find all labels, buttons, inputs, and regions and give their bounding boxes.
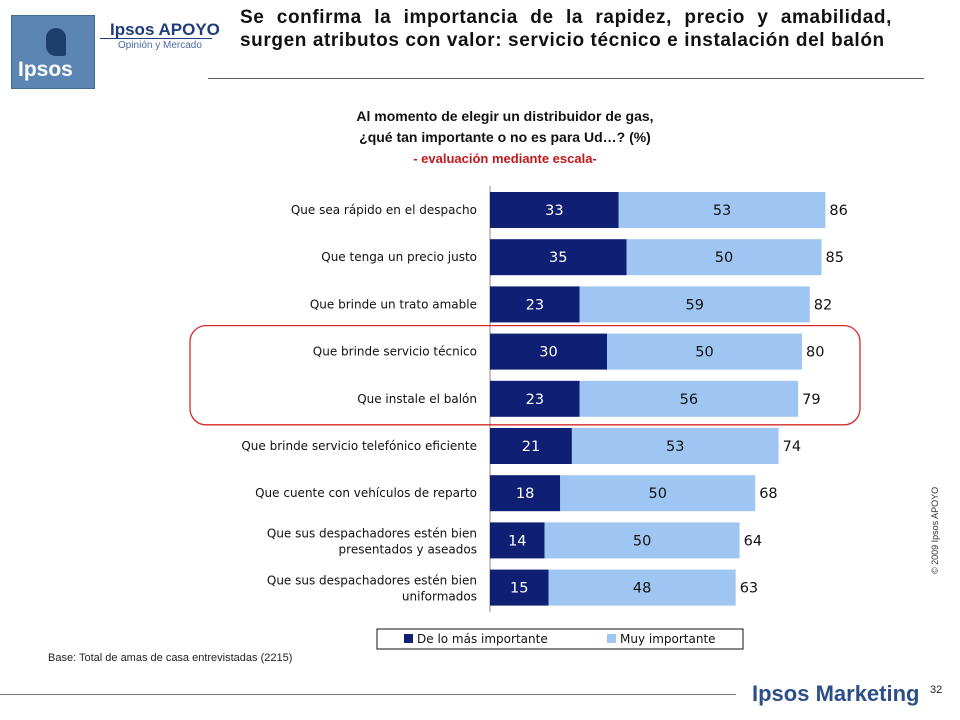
category-label-line: Que tenga un precio justo (321, 250, 477, 264)
page-number: 32 (930, 684, 943, 696)
bar-muy-importante (560, 475, 756, 512)
value-label-muy-importante: 59 (686, 297, 704, 313)
category-label-line: Que brinde servicio telefónico eficiente (241, 439, 477, 453)
bar-de-lo-mas-importante (490, 522, 545, 559)
category-label: Que sea rápido en el despacho (291, 203, 477, 217)
ipsos-logo: Ipsos (11, 15, 95, 89)
bar-muy-importante (618, 192, 826, 228)
bar-de-lo-mas-importante (490, 380, 580, 417)
base-note: Base: Total de amas de casa entrevistada… (48, 652, 293, 664)
category-label-line: presentados y aseados (339, 542, 477, 556)
category-label-line: uniformados (402, 590, 477, 604)
bar-de-lo-mas-importante (490, 569, 549, 606)
legend-swatch-muy-importante (607, 634, 616, 643)
category-label-line: Que cuente con vehículos de reparto (255, 486, 477, 500)
value-label-muy-importante: 53 (666, 439, 684, 455)
category-label-line: Que sus despachadores estén bien (267, 574, 477, 588)
bar-de-lo-mas-importante (490, 428, 572, 464)
bar-muy-importante (579, 286, 810, 323)
bar-muy-importante (548, 569, 736, 606)
bar-de-lo-mas-importante (490, 333, 607, 370)
category-label-line: Que sus despachadores estén bien (267, 526, 477, 540)
question-line-2: ¿qué tan importante o no es para Ud…? (%… (359, 129, 651, 145)
bar-muy-importante (544, 522, 740, 559)
value-label-muy-importante: 50 (633, 533, 651, 549)
ipsos-logo-word: Ipsos (18, 58, 73, 81)
value-label-de-lo-mas-importante: 23 (526, 392, 544, 408)
bar-muy-importante (571, 428, 779, 464)
total-label: 79 (802, 392, 820, 408)
total-label: 68 (759, 486, 777, 502)
value-label-de-lo-mas-importante: 30 (539, 345, 557, 361)
title-rule (208, 78, 924, 79)
ipsos-marketing-logo: Ipsos Marketing (752, 681, 920, 706)
bar-de-lo-mas-importante (490, 192, 619, 228)
copyright-note: © 2009 Ipsos APOYO (930, 486, 940, 574)
legend-label-muy-importante: Muy importante (620, 632, 716, 646)
survey-question: Al momento de elegir un distribuidor de … (270, 106, 740, 169)
bar-muy-importante (626, 239, 822, 276)
total-label: 74 (783, 439, 801, 455)
category-label: Que brinde servicio técnico (313, 345, 477, 359)
value-label-de-lo-mas-importante: 23 (526, 297, 544, 313)
total-label: 63 (740, 581, 758, 597)
category-label: Que sus despachadores estén bien uniforma… (267, 574, 477, 604)
category-label: Que instale el balón (357, 392, 477, 406)
category-label: Que brinde un trato amable (310, 297, 477, 311)
bar-muy-importante (579, 380, 799, 417)
brand-subtitle: Opinión y Mercado (118, 40, 202, 51)
legend-frame (376, 628, 744, 650)
bar-de-lo-mas-importante (490, 239, 627, 276)
value-label-muy-importante: 50 (648, 486, 666, 502)
chart-legend: De lo más importante Muy importante (376, 628, 744, 650)
value-label-muy-importante: 48 (633, 581, 651, 597)
value-label-de-lo-mas-importante: 14 (508, 533, 526, 549)
legend-swatch-de-lo-mas-importante (404, 634, 413, 643)
bars-layer: Que sea rápido en el despacho 33 53 86 Que t… (189, 186, 861, 612)
value-label-de-lo-mas-importante: 21 (522, 439, 540, 455)
value-label-de-lo-mas-importante: 35 (549, 250, 567, 266)
value-label-de-lo-mas-importante: 18 (516, 486, 534, 502)
slide-title: Se confirma la importancia de la rapidez… (240, 7, 892, 51)
question-line-1: Al momento de elegir un distribuidor de … (356, 108, 654, 124)
value-label-muy-importante: 56 (680, 392, 698, 408)
category-label-line: Que instale el balón (357, 392, 477, 406)
total-label: 86 (829, 203, 847, 219)
category-label: Que tenga un precio justo (321, 250, 477, 264)
category-label-line: Que brinde un trato amable (310, 297, 477, 311)
highlight-box (189, 324, 861, 426)
bar-muy-importante (607, 333, 802, 370)
category-label-line: Que brinde servicio técnico (313, 345, 477, 359)
brand-name: Ipsos APOYO (110, 20, 220, 39)
brand-divider (100, 38, 212, 39)
ipsos-logo-mark (46, 28, 66, 56)
category-label: Que cuente con vehículos de reparto (255, 486, 477, 500)
value-label-muy-importante: 50 (715, 250, 733, 266)
total-label: 80 (806, 345, 824, 361)
bar-de-lo-mas-importante (490, 475, 561, 512)
bar-de-lo-mas-importante (490, 286, 580, 323)
category-label: Que brinde servicio telefónico eficiente (241, 439, 477, 453)
total-label: 85 (826, 250, 844, 266)
value-label-muy-importante: 53 (713, 203, 731, 219)
value-label-muy-importante: 50 (695, 345, 713, 361)
category-label-line: Que sea rápido en el despacho (291, 203, 477, 217)
total-label: 64 (744, 533, 762, 549)
value-label-de-lo-mas-importante: 33 (545, 203, 563, 219)
legend-label-de-lo-mas-importante: De lo más importante (417, 632, 548, 646)
total-label: 82 (814, 297, 832, 313)
value-label-de-lo-mas-importante: 15 (510, 581, 528, 597)
category-label: Que sus despachadores estén bien presenta… (267, 526, 477, 556)
footer-rule (0, 694, 736, 695)
question-line-3: - evaluación mediante escala- (413, 151, 597, 166)
